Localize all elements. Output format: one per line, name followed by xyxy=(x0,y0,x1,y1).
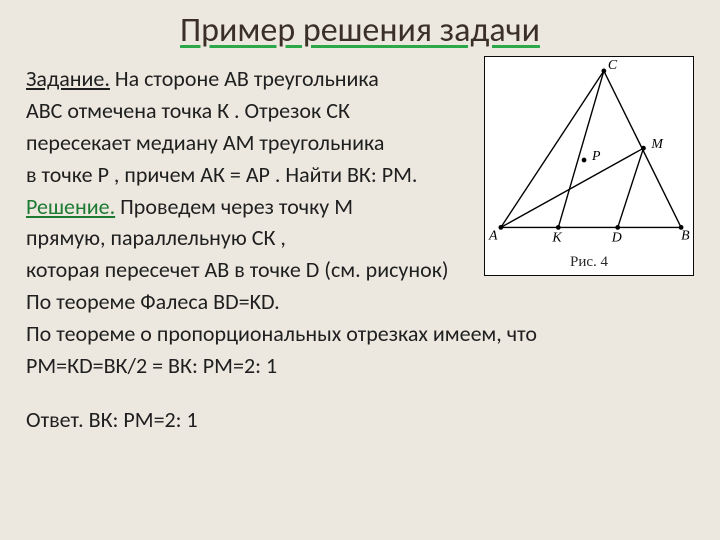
figure-caption: Рис. 4 xyxy=(485,254,693,271)
solution-label: Решение. xyxy=(26,193,115,220)
line-10: РМ=КD=ВК/2 = ВК: РМ=2: 1 xyxy=(26,350,694,382)
figure-svg: A B C K D M P xyxy=(485,57,693,275)
geometry-figure: A B C K D M P Рис. 4 xyxy=(484,56,694,276)
line-9: По теореме о пропорциональных отрезках и… xyxy=(26,318,694,350)
task-label: Задание. xyxy=(26,65,110,92)
svg-text:D: D xyxy=(611,229,622,244)
line-8: По теореме Фалеса BD=KD. xyxy=(26,286,694,318)
svg-text:M: M xyxy=(650,136,664,151)
svg-text:P: P xyxy=(591,148,601,163)
page-title: Пример решения задачи xyxy=(0,0,720,55)
line-5b: Проведем через точку М xyxy=(115,193,353,220)
answer-line: Ответ. ВК: РМ=2: 1 xyxy=(26,404,694,436)
svg-text:C: C xyxy=(608,57,618,72)
svg-text:B: B xyxy=(681,227,690,242)
line-1b: На стороне АВ треугольника xyxy=(110,65,379,92)
svg-text:A: A xyxy=(488,227,498,242)
svg-text:K: K xyxy=(551,229,562,244)
